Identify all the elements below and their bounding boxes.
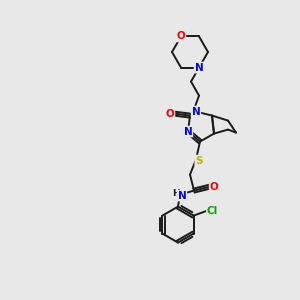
Text: O: O [166,109,174,118]
Text: H: H [172,189,180,198]
Text: N: N [184,127,192,136]
Text: O: O [210,182,218,192]
Text: N: N [178,190,186,201]
Text: Cl: Cl [207,206,218,216]
Text: S: S [195,156,203,166]
Text: O: O [177,32,185,41]
Text: N: N [195,63,203,73]
Text: N: N [192,106,200,117]
